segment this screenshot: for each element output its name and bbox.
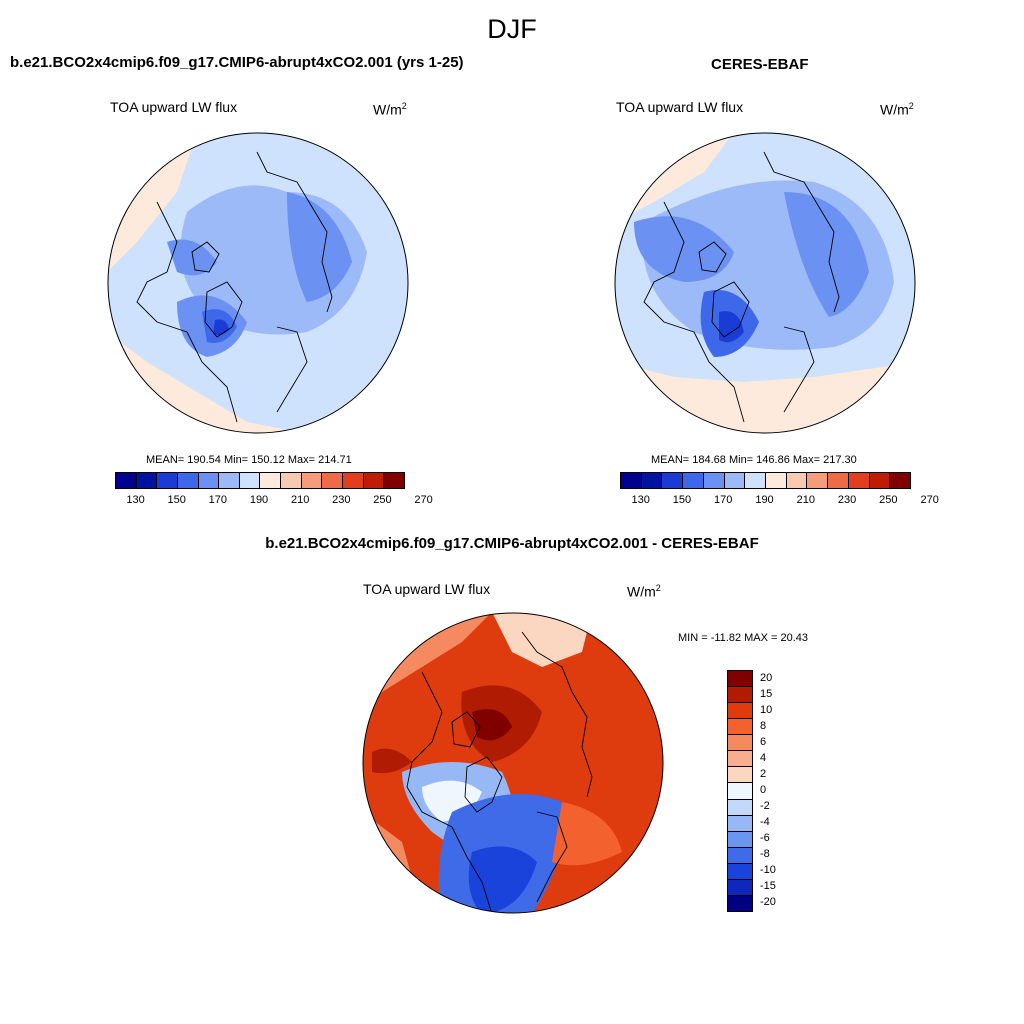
colorbar-swatch <box>728 719 752 736</box>
colorbar-swatch <box>281 473 302 488</box>
colorbar-swatch <box>728 751 752 768</box>
panel-title-obs: CERES-EBAF <box>711 56 809 73</box>
colorbar-swatch <box>728 671 752 688</box>
units-label-model: W/m2 <box>373 101 407 118</box>
colorbar-swatch <box>786 473 808 488</box>
colorbar-tick-label: 250 <box>373 494 392 506</box>
colorbar-tick-label: 15 <box>760 688 773 700</box>
colorbar-swatch <box>848 473 870 488</box>
variable-label-diff: TOA upward LW flux <box>363 581 491 597</box>
colorbar-swatch <box>728 687 752 704</box>
colorbar-tick-label: 230 <box>332 494 351 506</box>
colorbar-swatch <box>745 473 767 488</box>
colorbar-swatch <box>301 473 323 488</box>
colorbar-tick-label: 150 <box>167 494 186 506</box>
colorbar-tick-label: 4 <box>760 752 767 764</box>
colorbar-swatch <box>621 473 642 488</box>
colorbar-tick-label: -20 <box>760 896 776 908</box>
colorbar-swatch <box>728 879 752 896</box>
colorbar-swatch <box>728 895 752 911</box>
colorbar-swatch <box>728 767 752 784</box>
units-label-diff: W/m2 <box>627 583 661 600</box>
colorbar-model <box>115 472 405 489</box>
stats-obs: MEAN= 184.68 Min= 146.86 Max= 217.30 <box>651 454 857 466</box>
colorbar-swatch <box>828 473 849 488</box>
colorbar-swatch <box>890 473 911 488</box>
colorbar-tick-label: 270 <box>920 494 939 506</box>
colorbar-swatch <box>724 473 746 488</box>
colorbar-tick-label: 20 <box>760 672 773 684</box>
variable-label-model: TOA upward LW flux <box>110 99 238 115</box>
colorbar-tick-label: -2 <box>760 800 770 812</box>
panel-title-diff: b.e21.BCO2x4cmip6.f09_g17.CMIP6-abrupt4x… <box>265 535 759 552</box>
colorbar-tick-label: 10 <box>760 703 773 716</box>
colorbar-swatch <box>728 831 752 848</box>
colorbar-swatch <box>728 783 752 800</box>
stats-model: MEAN= 190.54 Min= 150.12 Max= 214.71 <box>146 454 352 466</box>
panel-title-model: b.e21.BCO2x4cmip6.f09_g17.CMIP6-abrupt4x… <box>10 54 464 71</box>
colorbar-swatch <box>116 473 137 488</box>
colorbar-swatch <box>177 473 199 488</box>
colorbar-tick-label: 210 <box>290 494 310 506</box>
colorbar-tick-label: 0 <box>760 784 767 796</box>
polar-map-model <box>107 132 409 434</box>
colorbar-swatch <box>363 473 385 488</box>
colorbar-swatch <box>343 473 364 488</box>
colorbar-tick-label: 190 <box>755 494 774 506</box>
polar-map-obs <box>614 132 916 434</box>
colorbar-tick-label: -10 <box>760 864 776 876</box>
colorbar-swatch <box>728 847 752 864</box>
colorbar-tick-label: 270 <box>414 494 433 506</box>
colorbar-swatch <box>322 473 344 488</box>
colorbar-swatch <box>219 473 240 488</box>
colorbar-ticks-obs: 130 150 170 190 210 230 250 270 <box>620 494 938 508</box>
colorbar-swatch <box>728 863 752 880</box>
colorbar-ticks-model: 130 150 170 190 210 230 250 270 <box>115 494 432 508</box>
colorbar-tick-label: 170 <box>208 494 228 506</box>
colorbar-swatch <box>728 703 752 720</box>
colorbar-tick-label: 250 <box>879 494 898 506</box>
colorbar-swatch <box>198 473 220 488</box>
colorbar-swatch <box>869 473 891 488</box>
polar-map-diff <box>362 612 664 914</box>
colorbar-ticks-diff: 20 15 10 8 6 4 2 0 -2 -4 -6 -8 -10 -15 -20 <box>760 670 800 910</box>
colorbar-tick-label: 2 <box>760 768 767 780</box>
colorbar-swatch <box>239 473 261 488</box>
colorbar-tick-label: 210 <box>796 494 815 506</box>
colorbar-swatch <box>807 473 829 488</box>
colorbar-swatch <box>641 473 663 488</box>
units-label-obs: W/m2 <box>880 101 914 118</box>
colorbar-tick-label: 130 <box>126 494 145 506</box>
stats-diff: MIN = -11.82 MAX = 20.43 <box>678 632 809 644</box>
colorbar-swatch <box>157 473 178 488</box>
colorbar-swatch <box>260 473 282 488</box>
colorbar-tick-label: -4 <box>760 816 770 828</box>
colorbar-tick-label: 150 <box>672 494 692 506</box>
colorbar-tick-label: 130 <box>631 494 650 506</box>
colorbar-swatch <box>683 473 704 488</box>
colorbar-swatch <box>384 473 404 488</box>
colorbar-tick-label: -6 <box>760 832 770 844</box>
colorbar-swatch <box>766 473 787 488</box>
colorbar-swatch <box>728 799 752 816</box>
variable-label-obs: TOA upward LW flux <box>616 99 744 115</box>
colorbar-tick-label: 170 <box>714 494 733 506</box>
colorbar-obs <box>620 472 911 489</box>
colorbar-swatch <box>703 473 725 488</box>
colorbar-tick-label: 6 <box>760 736 767 748</box>
colorbar-diff <box>727 670 753 912</box>
colorbar-tick-label: 8 <box>760 720 767 732</box>
colorbar-tick-label: 230 <box>837 494 857 506</box>
colorbar-tick-label: 190 <box>249 494 269 506</box>
colorbar-swatch <box>728 815 752 832</box>
colorbar-tick-label: -8 <box>760 848 770 860</box>
colorbar-swatch <box>728 735 752 752</box>
colorbar-tick-label: -15 <box>760 880 776 892</box>
colorbar-swatch <box>662 473 684 488</box>
colorbar-swatch <box>136 473 158 488</box>
page-title: DJF <box>487 14 537 44</box>
